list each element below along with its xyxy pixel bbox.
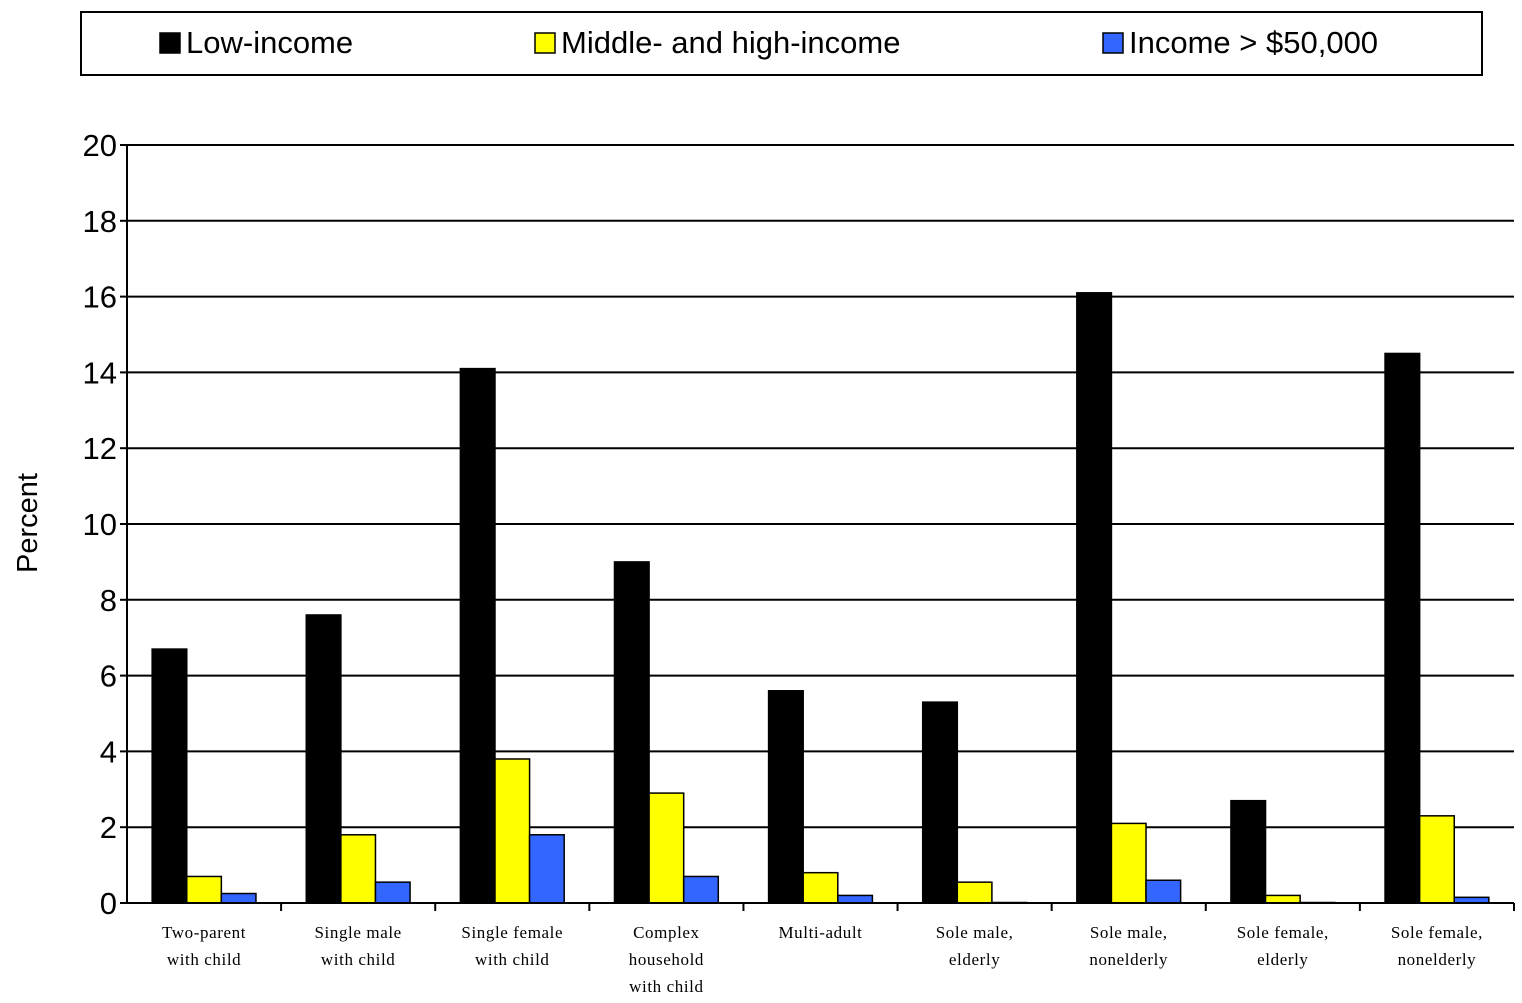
x-tick-label: Sole male, nonelderly xyxy=(1089,923,1168,969)
legend-swatch-3 xyxy=(1102,32,1124,54)
bar-3-4 xyxy=(682,875,720,904)
legend-box xyxy=(80,11,1483,76)
legend-label-3: Income > $50,000 xyxy=(1129,25,1378,60)
bar-3-3 xyxy=(528,834,565,904)
bar-1-2 xyxy=(305,614,342,904)
legend-label-1: Low-income xyxy=(186,25,353,60)
bar-2-5 xyxy=(802,871,839,904)
y-tick-label: 12 xyxy=(83,431,117,466)
y-tick-label: 4 xyxy=(100,734,117,769)
bar-3-5 xyxy=(837,894,874,904)
bar-3-7 xyxy=(1145,879,1182,904)
bar-2-2 xyxy=(340,834,377,904)
bar-1-1 xyxy=(151,648,188,904)
axes xyxy=(120,144,1515,911)
y-tick-label: 20 xyxy=(83,128,117,163)
legend-swatch-2 xyxy=(534,32,556,54)
x-tick-label: Single male with child xyxy=(314,923,401,969)
bar-2-1 xyxy=(186,875,223,904)
bar-1-4 xyxy=(613,561,650,904)
bar-2-4 xyxy=(648,792,685,904)
y-tick-label: 0 xyxy=(100,886,117,921)
bar-3-2 xyxy=(374,881,411,904)
bar-1-3 xyxy=(459,367,496,904)
y-tick-label: 10 xyxy=(83,507,117,542)
legend-label-2: Middle- and high-income xyxy=(561,25,900,60)
y-tick-labels: 0 2 4 6 8 10 12 14 16 18 20 xyxy=(83,128,117,921)
bar-2-8 xyxy=(1264,894,1301,904)
bars xyxy=(151,292,1490,904)
x-tick-label: Two-parent with child xyxy=(162,923,246,969)
y-axis-label: Percent xyxy=(12,473,44,573)
bar-1-6 xyxy=(921,701,959,904)
bar-1-8 xyxy=(1230,799,1267,904)
bar-3-1 xyxy=(220,892,257,904)
gridlines xyxy=(127,144,1514,829)
y-tick-label: 6 xyxy=(100,659,117,694)
x-tick-label: Sole female, elderly xyxy=(1237,923,1329,969)
legend: Low-income Middle- and high-income Income … xyxy=(159,25,1378,60)
y-tick-label: 14 xyxy=(83,355,117,390)
bar-1-5 xyxy=(767,690,804,904)
bar-1-7 xyxy=(1076,292,1113,904)
y-tick-label: 16 xyxy=(83,280,117,315)
y-tick-label: 2 xyxy=(100,810,117,845)
y-tick-label: 18 xyxy=(83,204,117,239)
x-tick-label: Single female with child xyxy=(461,923,563,969)
legend-swatch-1 xyxy=(159,32,181,54)
bar-2-7 xyxy=(1110,822,1147,904)
bar-2-6 xyxy=(956,881,993,904)
bar-2-3 xyxy=(494,758,531,904)
x-tick-labels: Two-parent with child Single male with chil… xyxy=(162,923,1483,996)
bar-1-9 xyxy=(1384,352,1421,904)
x-tick-label: Multi-adult xyxy=(778,923,862,942)
y-tick-label: 8 xyxy=(100,583,117,618)
bar-2-9 xyxy=(1418,815,1456,904)
x-tick-label: Complex household with child xyxy=(629,923,704,996)
x-tick-label: Sole male, elderly xyxy=(936,923,1014,969)
x-tick-label: Sole female, nonelderly xyxy=(1391,923,1483,969)
